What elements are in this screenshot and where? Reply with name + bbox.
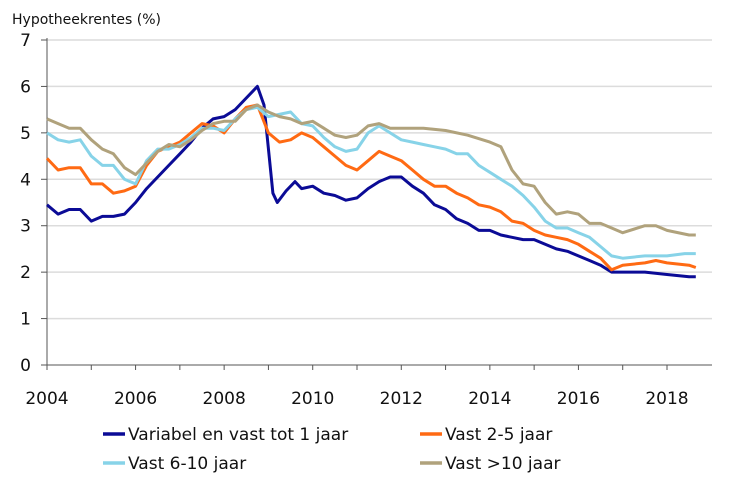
legend-label-1: Variabel en vast tot 1 jaar [128,425,348,445]
x-tick-label: 2010 [291,389,334,409]
x-tick-label: 2018 [645,389,688,409]
y-tick-label: 7 [20,31,31,51]
x-tick-label: 2012 [380,389,423,409]
x-tick-label: 2008 [203,389,246,409]
series-line-1 [46,84,696,279]
legend-label-3: Vast 6-10 jaar [128,454,246,474]
legend: Variabel en vast tot 1 jaar Vast 2-5 jaar… [103,425,560,474]
legend-label-2: Vast 2-5 jaar [445,425,552,445]
legend-label-4: Vast >10 jaar [445,454,560,474]
axes: 0 1 2 3 4 5 6 7 2004 2006 2008 2010 2012 2014 2016 2018 [20,31,712,409]
y-tick-label: 4 [20,170,31,190]
x-tick-label: 2014 [468,389,511,409]
series-line-3 [46,105,696,260]
y-tick-label: 1 [20,310,31,330]
x-tick-label: 2016 [557,389,600,409]
x-tick-label: 2004 [25,389,68,409]
gridlines [47,39,712,320]
series-line-4 [46,103,696,237]
y-tick-label: 6 [20,77,31,97]
x-tick-label: 2006 [114,389,157,409]
series-lines [45,84,697,279]
chart-title: Hypotheekrentes (%) [12,12,161,28]
y-tick-label: 3 [20,217,31,237]
y-tick-label: 2 [20,263,31,283]
y-tick-label: 0 [20,356,31,376]
y-tick-label: 5 [20,124,31,144]
